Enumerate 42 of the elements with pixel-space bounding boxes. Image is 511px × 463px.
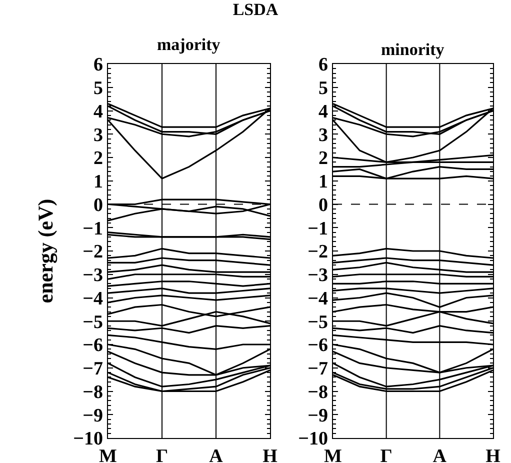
y-tick-label: 2 — [94, 148, 103, 170]
x-tick-label: A — [432, 446, 447, 463]
x-tick-label: H — [262, 446, 278, 463]
y-tick-label: 4 — [94, 101, 104, 122]
y-tick-label: 5 — [94, 78, 103, 100]
chart-title: LSDA — [232, 0, 278, 19]
y-tick-label: −4 — [82, 288, 104, 310]
x-tick-label: H — [486, 446, 501, 463]
y-tick-label: 2 — [318, 148, 328, 170]
y-tick-label: 0 — [318, 194, 328, 216]
x-tick-label: Γ — [156, 446, 168, 463]
y-tick-label: −9 — [308, 405, 328, 426]
y-tick-label: 5 — [318, 78, 328, 100]
y-tick-label: −7 — [308, 358, 328, 380]
y-tick-label: −8 — [82, 382, 103, 403]
y-tick-label: −4 — [308, 288, 328, 310]
chart-subtitle: minority — [381, 40, 445, 59]
y-tick-label: −9 — [82, 405, 103, 426]
y-tick-label: −8 — [308, 382, 328, 403]
y-tick-label: 3 — [318, 124, 328, 146]
y-tick-label: 1 — [318, 172, 328, 193]
x-tick-label: A — [209, 446, 224, 463]
x-tick-label: Γ — [380, 446, 392, 463]
y-tick-label: 4 — [318, 101, 328, 122]
y-tick-label: 3 — [94, 124, 103, 146]
y-tick-label: −1 — [82, 218, 103, 240]
y-tick-label: 1 — [94, 172, 103, 193]
chart-subtitle: majority — [157, 35, 221, 54]
y-tick-label: −5 — [308, 312, 328, 333]
y-tick-label: −1 — [308, 218, 328, 240]
y-tick-label: 0 — [94, 194, 103, 216]
y-tick-label: 6 — [94, 54, 103, 76]
y-tick-label: −2 — [82, 242, 103, 263]
y-tick-label: 6 — [318, 54, 328, 76]
y-tick-label: −7 — [82, 358, 104, 380]
y-tick-label: −3 — [82, 265, 103, 286]
y-tick-label: −3 — [308, 265, 328, 286]
y-tick-label: −6 — [82, 335, 103, 356]
y-tick-label: −2 — [308, 242, 328, 263]
y-axis-title: energy (eV) — [33, 198, 58, 304]
y-tick-label: −5 — [82, 312, 103, 333]
y-tick-label: −6 — [308, 335, 328, 356]
